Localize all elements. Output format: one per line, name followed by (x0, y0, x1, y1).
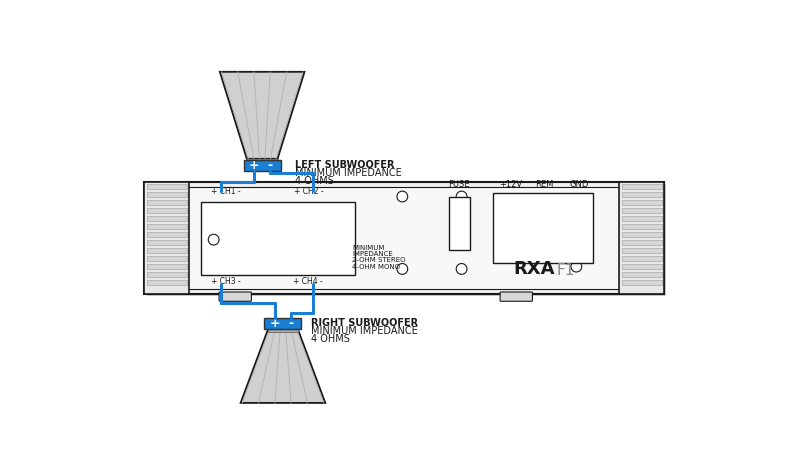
Bar (622, 240, 662, 245)
Bar (149, 187, 660, 289)
Bar (147, 264, 187, 269)
Bar (268, 329, 299, 332)
Bar (622, 192, 662, 197)
Bar (247, 159, 277, 164)
Circle shape (456, 264, 467, 274)
Text: REM: REM (536, 180, 554, 189)
Bar (147, 200, 187, 205)
Text: 4 OHMS: 4 OHMS (295, 176, 333, 186)
Bar (147, 224, 187, 229)
Circle shape (208, 234, 219, 245)
Bar (622, 256, 662, 261)
Bar (448, 196, 470, 251)
Text: MINIMUM: MINIMUM (352, 245, 385, 251)
Bar (265, 318, 302, 329)
Circle shape (571, 261, 582, 272)
Text: + CH3 -: + CH3 - (211, 277, 241, 286)
Bar (622, 184, 662, 189)
Bar (147, 256, 187, 261)
Polygon shape (240, 330, 325, 403)
Text: + CH2 -: + CH2 - (294, 187, 323, 196)
Polygon shape (220, 72, 304, 159)
Bar (622, 248, 662, 253)
Text: 4-OHM MONO: 4-OHM MONO (352, 264, 400, 269)
Circle shape (567, 220, 578, 231)
Bar (147, 208, 187, 213)
Bar (622, 200, 662, 205)
Text: 4 OHMS: 4 OHMS (311, 334, 351, 344)
Text: -: - (288, 317, 294, 330)
Bar (147, 192, 187, 197)
Bar (493, 194, 593, 263)
Bar (144, 182, 664, 294)
Circle shape (397, 264, 407, 274)
FancyBboxPatch shape (500, 292, 533, 301)
FancyBboxPatch shape (219, 292, 251, 301)
Text: -: - (268, 159, 273, 172)
Bar (622, 216, 662, 221)
Bar (622, 208, 662, 213)
Bar (243, 160, 281, 171)
Text: MINIMUM IMPEDANCE: MINIMUM IMPEDANCE (311, 326, 418, 336)
Bar (147, 184, 187, 189)
Bar (147, 232, 187, 237)
Bar (201, 202, 355, 275)
Bar (619, 182, 664, 294)
Text: LEFT SUBWOOFER: LEFT SUBWOOFER (295, 160, 394, 170)
Text: FUSE: FUSE (448, 180, 470, 189)
Text: +: + (249, 159, 259, 172)
Text: 2-OHM STEREO: 2-OHM STEREO (352, 258, 406, 263)
Bar (622, 224, 662, 229)
Bar (622, 264, 662, 269)
Bar (147, 216, 187, 221)
Bar (144, 182, 189, 294)
Text: +: + (269, 317, 281, 330)
Bar (147, 240, 187, 245)
Bar (147, 272, 187, 277)
Text: RIGHT SUBWOOFER: RIGHT SUBWOOFER (311, 318, 418, 328)
Circle shape (456, 191, 467, 202)
Circle shape (397, 191, 407, 202)
Text: MINIMUM IMPEDANCE: MINIMUM IMPEDANCE (295, 168, 401, 178)
Text: +12V: +12V (500, 180, 522, 189)
Bar (147, 280, 187, 285)
Text: + CH4 -: + CH4 - (293, 277, 323, 286)
Bar (622, 232, 662, 237)
Text: F1: F1 (556, 263, 574, 278)
Text: RXA: RXA (513, 260, 555, 278)
Bar (622, 280, 662, 285)
Text: + CH1 -: + CH1 - (211, 187, 241, 196)
Bar (622, 272, 662, 277)
Bar (147, 248, 187, 253)
Text: GND: GND (570, 180, 589, 189)
Text: IMPEDANCE: IMPEDANCE (352, 251, 393, 257)
Bar (147, 184, 667, 296)
